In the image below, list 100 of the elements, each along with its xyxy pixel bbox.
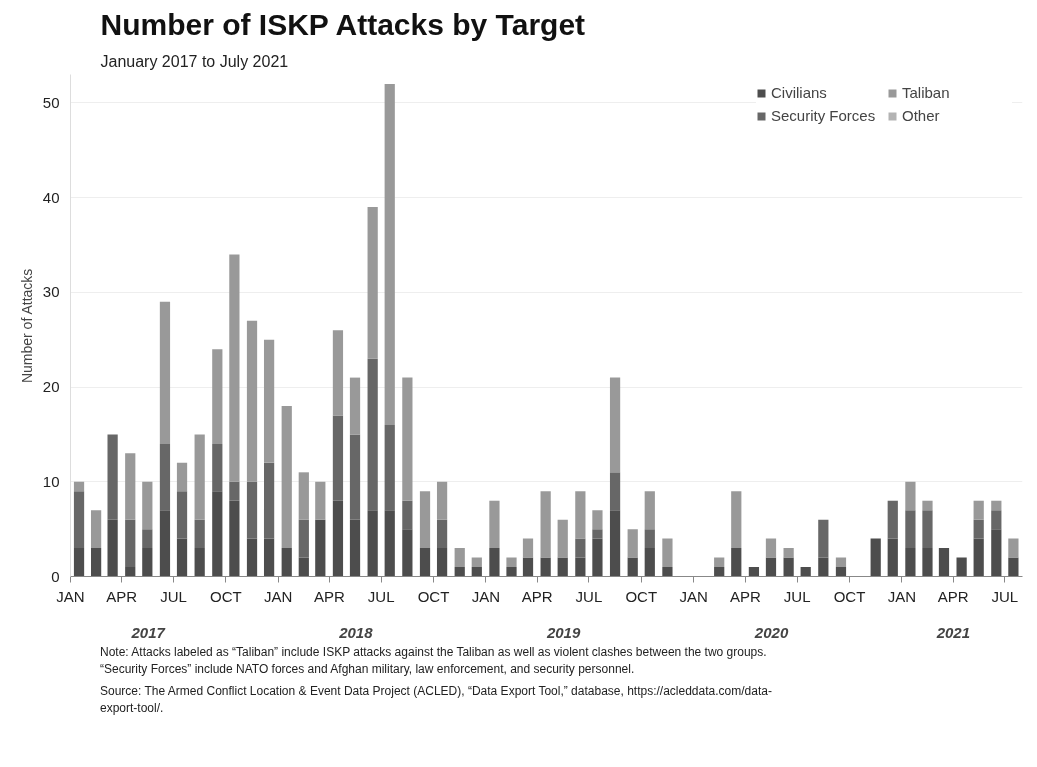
bar xyxy=(212,349,223,444)
x-tick-label: JAN xyxy=(471,587,501,605)
x-tick-label: OCT xyxy=(625,587,658,605)
bar xyxy=(73,548,85,577)
bar xyxy=(229,254,240,482)
bar xyxy=(1008,557,1019,577)
bar xyxy=(557,557,568,577)
bar xyxy=(384,510,395,577)
bar xyxy=(212,443,223,492)
bar xyxy=(905,481,916,511)
bar xyxy=(107,519,118,577)
bar xyxy=(298,557,309,577)
bar xyxy=(349,434,361,520)
text: 2018 xyxy=(338,623,374,641)
y-tick-label: 10 xyxy=(42,472,60,490)
x-tick-label: OCT xyxy=(417,587,450,605)
bar xyxy=(402,500,413,530)
bar xyxy=(454,548,465,568)
y-tick-label: 0 xyxy=(51,567,60,585)
bar xyxy=(454,567,465,577)
bar xyxy=(281,548,292,577)
bar xyxy=(194,519,205,549)
bar xyxy=(402,529,413,577)
bar xyxy=(315,519,326,577)
bar xyxy=(246,320,258,482)
bar xyxy=(783,548,794,558)
y-tick-label: 30 xyxy=(42,283,60,301)
bar xyxy=(714,567,725,577)
bar xyxy=(349,519,361,577)
bar xyxy=(575,557,586,577)
bar xyxy=(991,529,1002,577)
x-tick-label: JUL xyxy=(783,587,811,605)
text: 2019 xyxy=(545,623,581,641)
text: Note: Attacks labeled as “Taliban” include ISKP attacks against the Taliban as well as violent clashes between the two groups. “Security Forces” include NATO forces and Afghan military, law enforcement, and security personnel. xyxy=(100,644,768,679)
bar xyxy=(194,548,205,577)
bar xyxy=(263,538,275,577)
x-tick-label: OCT xyxy=(210,587,242,605)
bar xyxy=(367,358,378,511)
legend-label: Security Forces xyxy=(771,107,877,124)
bar xyxy=(246,538,258,577)
bar xyxy=(159,510,171,577)
x-tick-label: JAN xyxy=(887,587,917,605)
bar xyxy=(384,83,395,425)
bar xyxy=(194,434,205,520)
bar xyxy=(489,500,500,549)
y-tick-label: 50 xyxy=(42,93,60,111)
bar xyxy=(835,557,847,568)
bar xyxy=(973,538,984,577)
x-tick-label: APR xyxy=(313,587,345,605)
bar xyxy=(922,510,933,549)
bar xyxy=(765,538,777,558)
bar xyxy=(142,481,153,530)
bar xyxy=(142,548,153,577)
bar xyxy=(384,424,395,511)
bar xyxy=(107,434,118,520)
bar xyxy=(90,548,102,577)
bar xyxy=(263,339,275,463)
bar xyxy=(991,510,1002,530)
chart-title: Number of ISKP Attacks by Target xyxy=(100,7,586,41)
bar xyxy=(367,207,378,359)
bar xyxy=(349,377,361,435)
bar xyxy=(263,462,275,539)
source-note: Source: The Armed Conflict Location & Event Data Project (ACLED), “Data Export Tool,” database, https://acleddata.com/data-export-tool/. xyxy=(100,682,773,718)
bar xyxy=(73,491,85,549)
bar xyxy=(818,557,829,577)
bar xyxy=(125,519,136,568)
bar xyxy=(332,500,344,577)
bar xyxy=(905,510,916,549)
bar xyxy=(662,567,673,577)
bar xyxy=(522,557,534,577)
bar xyxy=(557,519,568,558)
bar xyxy=(522,538,534,558)
bar xyxy=(419,491,431,549)
bar xyxy=(731,548,742,577)
x-tick-label: APR xyxy=(937,587,969,605)
bar xyxy=(506,567,517,577)
bar xyxy=(332,330,344,416)
bar xyxy=(800,567,811,577)
bar xyxy=(367,510,378,577)
bar xyxy=(298,519,309,558)
x-tick-label: JAN xyxy=(56,587,85,605)
bar xyxy=(489,548,500,577)
x-tick-label: JUL xyxy=(575,587,603,605)
bar xyxy=(662,538,673,568)
bar xyxy=(644,491,655,530)
bar xyxy=(609,377,621,473)
bar xyxy=(714,557,725,568)
bar xyxy=(176,462,188,492)
bar xyxy=(125,453,136,520)
bar xyxy=(922,500,933,511)
bar xyxy=(246,481,258,539)
y-tick-label: 40 xyxy=(42,188,60,206)
bar xyxy=(748,567,760,577)
bar xyxy=(419,548,431,577)
bar xyxy=(506,557,517,568)
bar xyxy=(73,481,85,492)
bar xyxy=(592,538,603,577)
bar xyxy=(575,538,586,558)
x-tick-label: OCT xyxy=(833,587,866,605)
bar xyxy=(142,529,153,549)
